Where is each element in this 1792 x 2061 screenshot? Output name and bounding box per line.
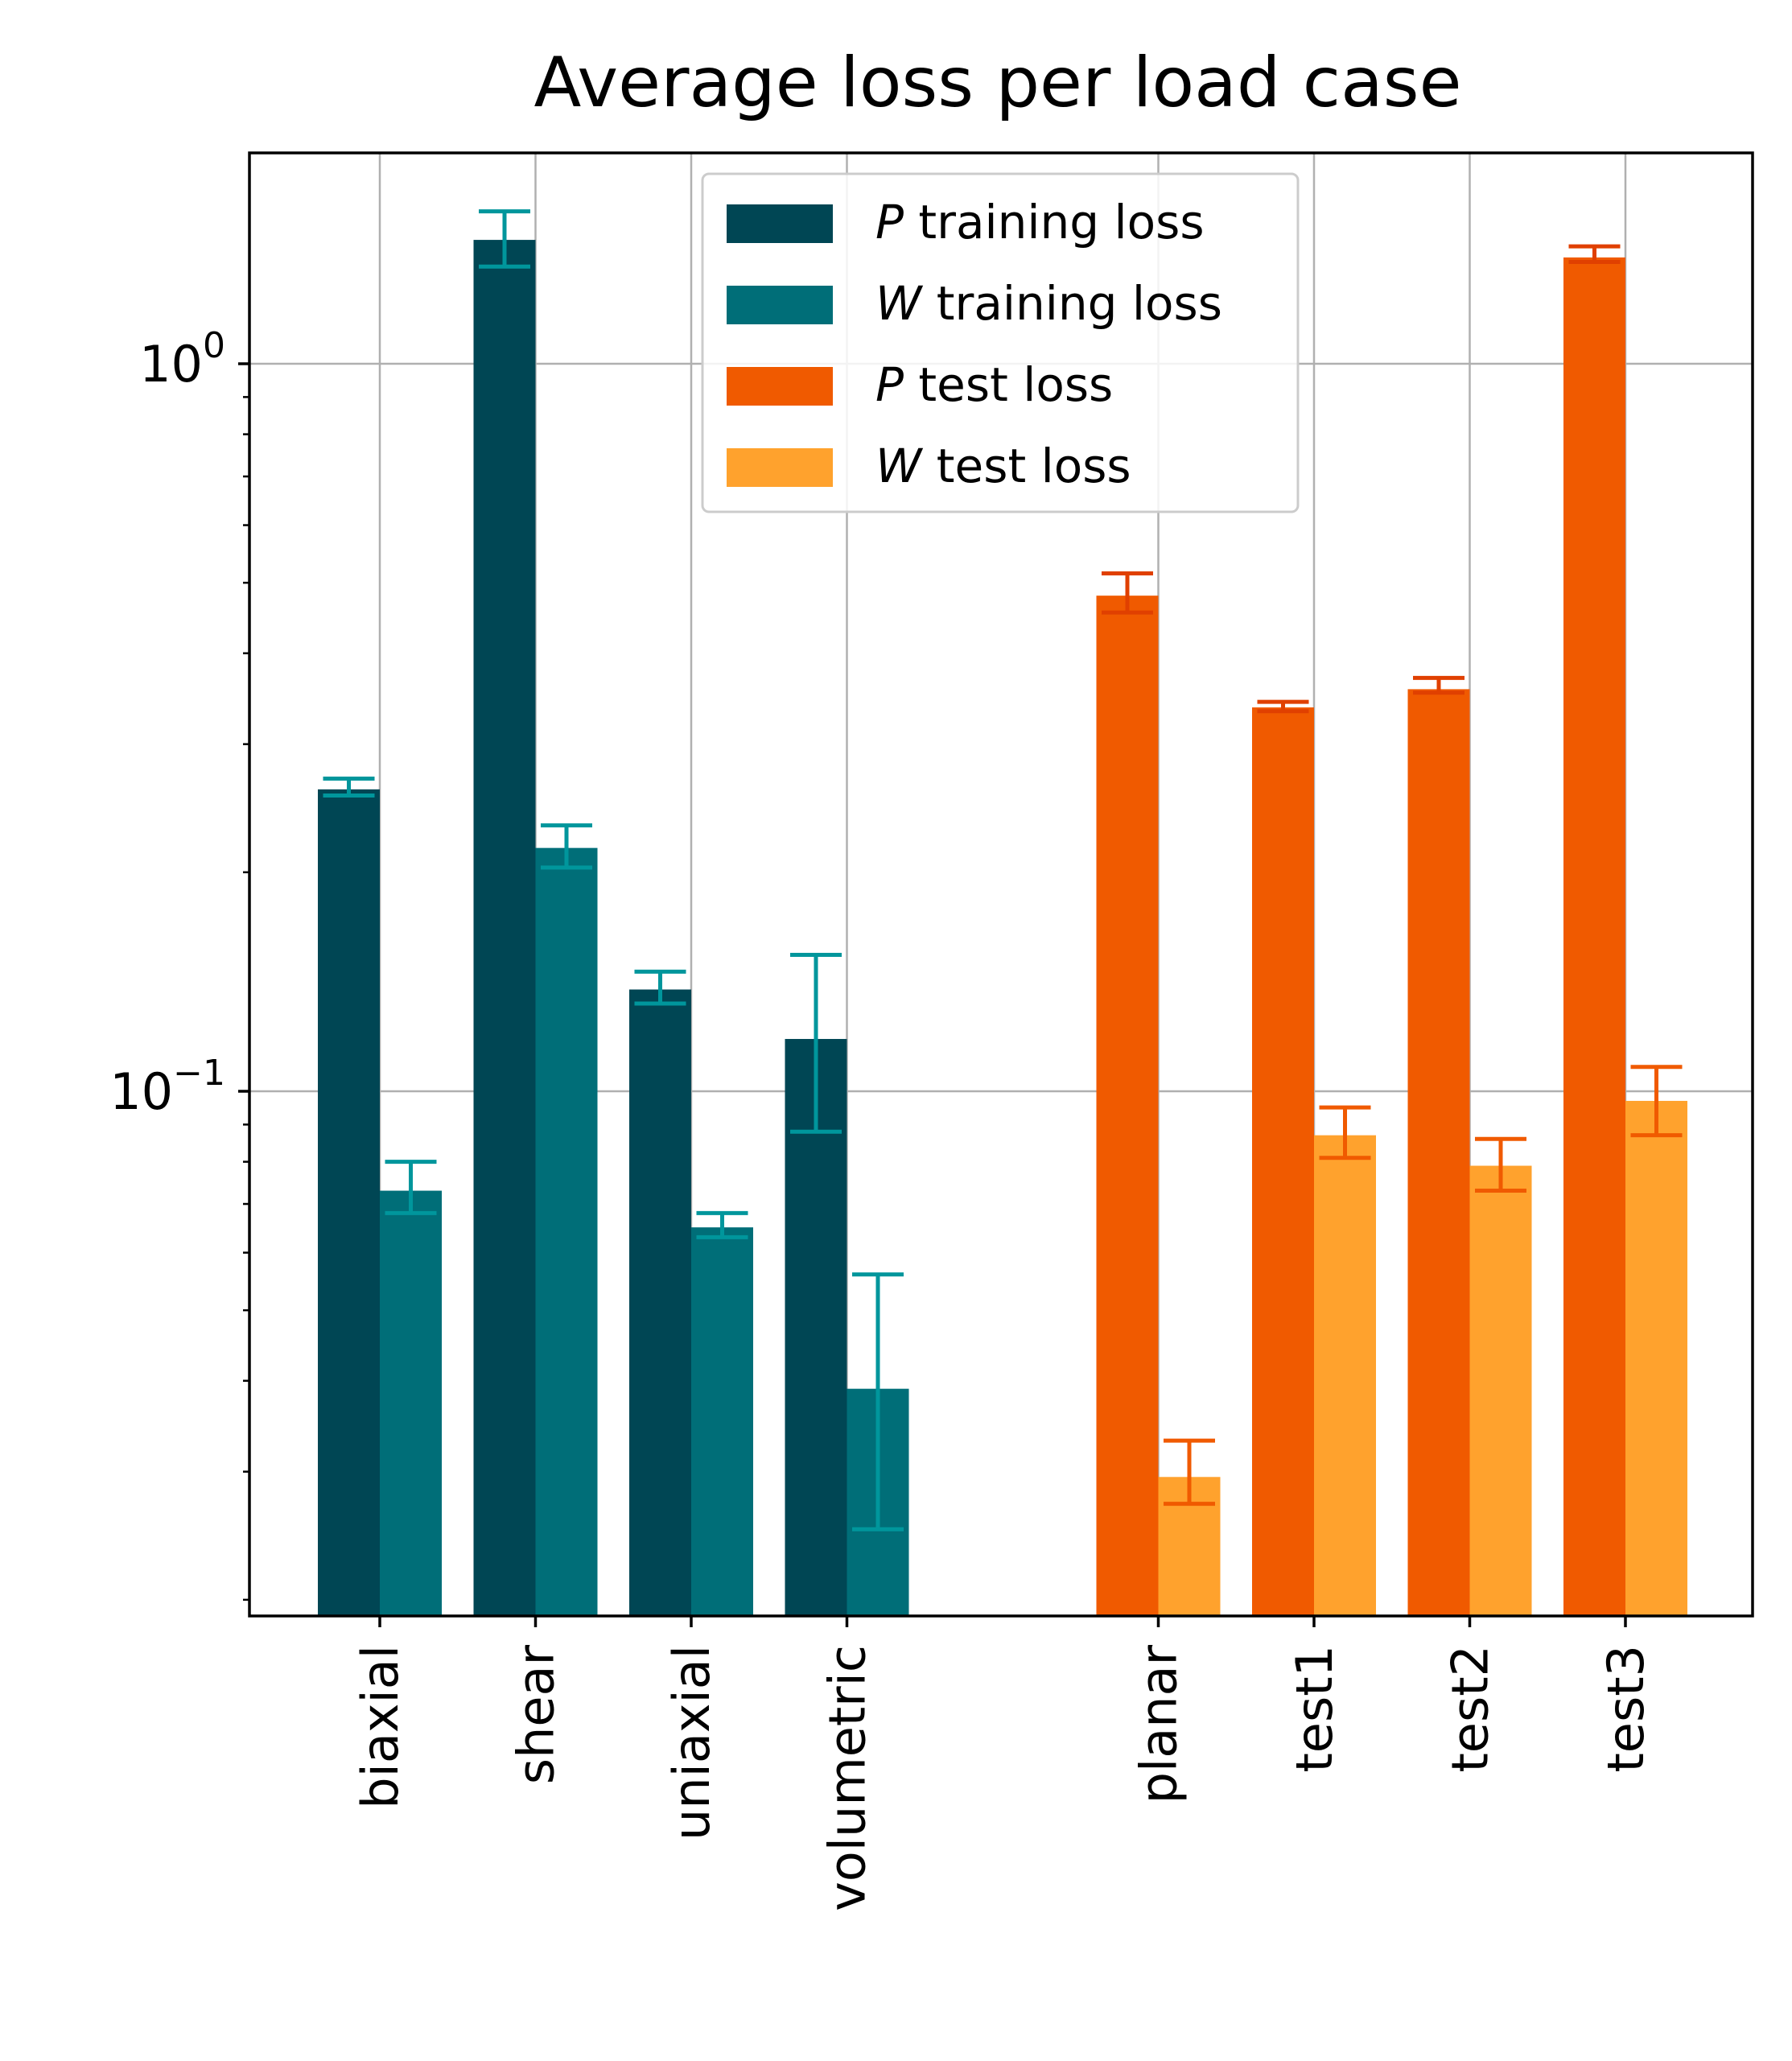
bar [629,989,691,1616]
bar [691,1227,753,1616]
legend-label: P test loss [875,357,1113,412]
bar [785,1039,847,1616]
x-tick-label: uniaxial [662,1645,721,1840]
bar [1625,1100,1687,1616]
legend-label: W training loss [875,276,1222,331]
legend-swatch [727,286,833,324]
bar [1563,257,1625,1616]
legend-swatch [727,204,833,243]
x-tick-label: test2 [1441,1645,1500,1773]
legend-swatch [727,448,833,487]
legend: P training loss W training loss P test los… [701,172,1300,513]
chart-title: Average loss per load case [534,43,1462,123]
bar [473,240,536,1617]
bar [1469,1165,1532,1616]
x-axis: biaxial shear uniaxial volumetric planar test… [351,1616,1655,1911]
bar [380,1190,442,1616]
y-tick-label: 100 [139,325,225,394]
legend-swatch [727,367,833,406]
bar [1252,707,1314,1616]
plot-frame [248,151,1754,1618]
bar [1314,1135,1376,1616]
x-tick-label: test3 [1596,1645,1655,1773]
legend-label: W test loss [875,439,1131,493]
bar [1096,596,1159,1616]
x-tick-label: planar [1130,1644,1188,1803]
x-tick-label: biaxial [351,1645,410,1809]
bars [318,240,1687,1617]
bar [535,847,598,1616]
x-tick-label: test1 [1285,1645,1344,1773]
legend-box [701,172,1300,513]
bar [1407,689,1470,1616]
y-axis: 100 10−1 [109,325,249,1601]
legend-label: P training loss [875,195,1205,249]
x-tick-label: volumetric [818,1645,877,1911]
y-tick-label: 10−1 [109,1053,225,1121]
bar [318,789,380,1617]
error-bars [323,209,1683,1531]
x-tick-label: shear [507,1645,566,1785]
